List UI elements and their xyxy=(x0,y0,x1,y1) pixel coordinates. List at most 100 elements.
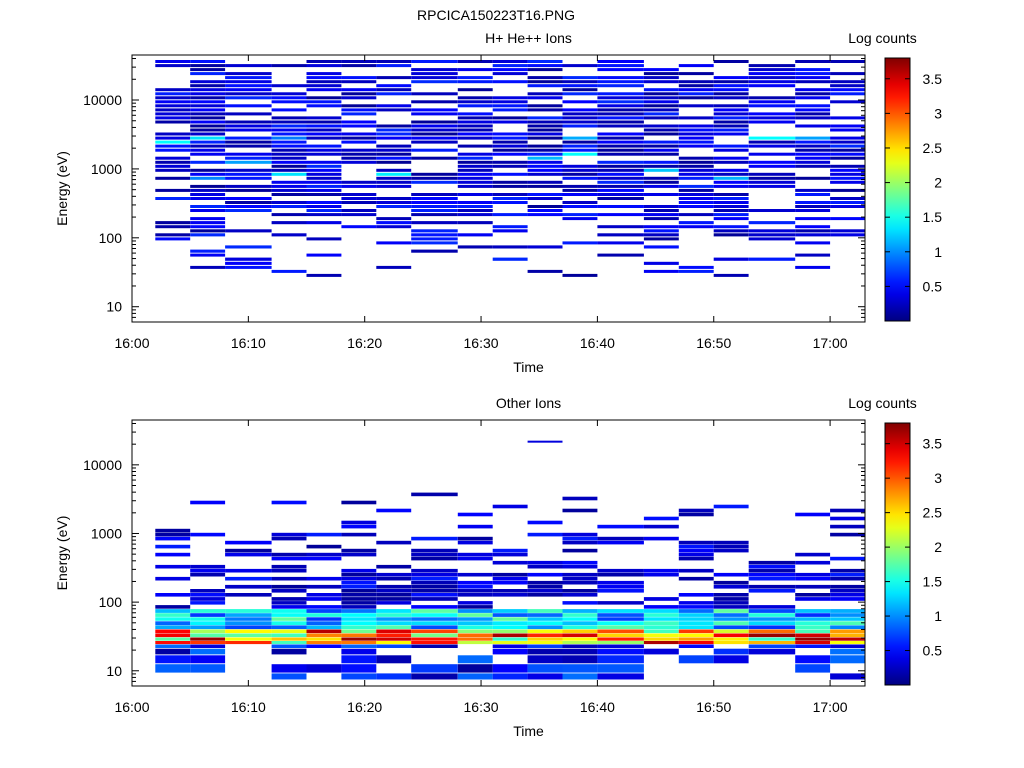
heatmap-cell xyxy=(155,132,191,136)
heatmap-cell xyxy=(190,589,226,593)
heatmap-cell xyxy=(527,617,563,621)
heatmap-cell xyxy=(527,641,563,645)
heatmap-cell xyxy=(597,629,644,634)
heatmap-cell xyxy=(271,589,307,593)
heatmap-cell xyxy=(643,225,679,229)
heatmap-cell xyxy=(713,648,749,655)
colorbar-tick-label: 0.5 xyxy=(923,643,943,659)
heatmap-cell xyxy=(527,572,563,577)
heatmap-cell xyxy=(562,136,598,140)
heatmap-cell xyxy=(597,253,644,257)
x-tick-label: 16:30 xyxy=(464,335,499,351)
y-tick-label: 1000 xyxy=(91,525,122,541)
heatmap-cell xyxy=(713,180,749,184)
heatmap-cell xyxy=(597,104,644,108)
heatmap-cell xyxy=(341,76,377,80)
heatmap-cell xyxy=(492,609,528,613)
heatmap-cell xyxy=(271,576,307,581)
heatmap-cell xyxy=(795,229,831,233)
heatmap-cell xyxy=(341,580,377,585)
heatmap-cell xyxy=(713,629,749,634)
heatmap-cell xyxy=(225,124,272,128)
heatmap-cell xyxy=(457,136,493,140)
heatmap-cell xyxy=(341,601,377,605)
colorbar-tick-label: 1 xyxy=(934,608,942,624)
heatmap-cell xyxy=(271,625,307,630)
heatmap-cell xyxy=(155,641,191,645)
heatmap-cell xyxy=(678,84,714,88)
heatmap-cell xyxy=(597,641,644,645)
heatmap-cell xyxy=(225,205,272,208)
heatmap-cell xyxy=(271,193,307,196)
heatmap-cell xyxy=(562,92,598,96)
heatmap-cell xyxy=(643,625,679,630)
figure-title: RPCICA150223T16.PNG xyxy=(417,7,575,23)
heatmap-cell xyxy=(225,209,272,212)
heatmap-cell xyxy=(492,629,528,634)
heatmap-cell xyxy=(190,597,226,601)
heatmap-cell xyxy=(713,621,749,626)
heatmap-cell xyxy=(830,176,865,180)
heatmap-cell xyxy=(457,152,493,156)
heatmap-cell xyxy=(643,209,679,212)
heatmap-cell xyxy=(155,621,191,626)
heatmap-cell xyxy=(527,655,563,664)
heatmap-cell xyxy=(597,68,644,72)
heatmap-cell xyxy=(155,168,191,172)
heatmap-cell xyxy=(155,104,191,108)
heatmap-cell xyxy=(830,140,865,144)
heatmap-cell xyxy=(597,180,644,184)
heatmap-cell xyxy=(306,168,342,172)
heatmap-cell xyxy=(190,152,226,156)
heatmap-cell xyxy=(376,617,412,621)
heatmap-cell xyxy=(155,648,191,655)
x-tick-label: 16:10 xyxy=(231,335,266,351)
heatmap-cell xyxy=(713,92,749,96)
heatmap-cell xyxy=(527,80,563,84)
heatmap-cell xyxy=(155,188,191,192)
heatmap-cell xyxy=(597,584,644,589)
heatmap-cell xyxy=(190,136,226,140)
heatmap-cell xyxy=(643,112,679,116)
heatmap-cell xyxy=(190,108,226,112)
heatmap-cell xyxy=(678,88,714,92)
heatmap-cell xyxy=(306,132,342,136)
heatmap-cell xyxy=(492,108,528,112)
heatmap-cell xyxy=(190,664,226,673)
heatmap-cell xyxy=(341,548,377,553)
heatmap-cell xyxy=(795,80,831,84)
heatmap-cell xyxy=(190,120,226,124)
heatmap-cell xyxy=(271,556,307,561)
heatmap-cell xyxy=(643,229,679,233)
heatmap-cell xyxy=(306,100,342,104)
heatmap-cell xyxy=(597,233,644,237)
heatmap-cell xyxy=(527,92,563,96)
heatmap-cell xyxy=(597,193,644,196)
heatmap-cell xyxy=(713,201,749,204)
heatmap-cell xyxy=(492,213,528,217)
heatmap-cell xyxy=(306,193,342,196)
heatmap-cell xyxy=(411,249,458,253)
heatmap-cell xyxy=(713,580,749,585)
heatmap-cell xyxy=(306,629,342,634)
heatmap-cell xyxy=(271,128,307,132)
heatmap-cell xyxy=(341,673,377,680)
heatmap-cell xyxy=(597,120,644,124)
heatmap-cell xyxy=(562,112,598,116)
heatmap-cell xyxy=(225,568,272,573)
heatmap-cell xyxy=(748,136,796,140)
colorbar-tick-label: 1.5 xyxy=(923,574,943,590)
heatmap-cell xyxy=(376,124,412,128)
heatmap-cell xyxy=(271,621,307,626)
heatmap-cell xyxy=(830,524,865,529)
heatmap-cell xyxy=(411,536,458,541)
heatmap-cell xyxy=(597,80,644,84)
heatmap-cell xyxy=(190,629,226,634)
heatmap-cell xyxy=(713,184,749,188)
heatmap-cell xyxy=(492,172,528,176)
heatmap-cell xyxy=(527,648,563,655)
y-tick-label: 10000 xyxy=(83,92,122,108)
heatmap-cell xyxy=(155,148,191,152)
heatmap-cell xyxy=(155,625,191,630)
heatmap-cell xyxy=(562,176,598,180)
